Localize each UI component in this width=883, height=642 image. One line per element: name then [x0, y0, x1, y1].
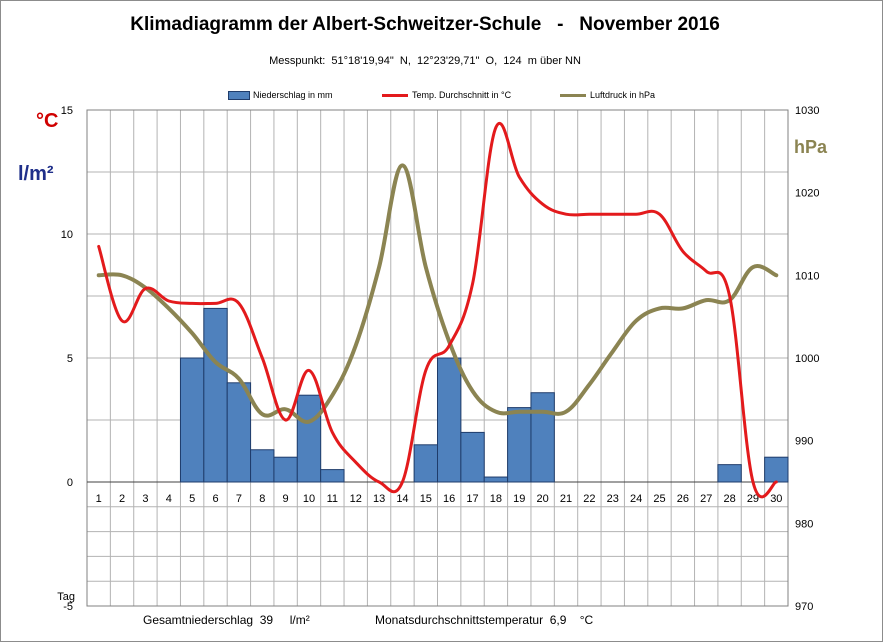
precipitation-bar: [179, 357, 205, 483]
x-tick-label: 3: [142, 493, 148, 505]
precipitation-bar: [437, 357, 462, 483]
x-tick-label: 25: [653, 493, 665, 505]
legend-item-temperature: Temp. Durchschnitt in °C: [382, 90, 511, 100]
precipitation-bar: [483, 476, 509, 483]
x-tick-label: 1: [96, 493, 102, 505]
plot-area-border: [86, 109, 789, 607]
x-tick-label: 21: [560, 493, 572, 505]
total-precipitation: Gesamtniederschlag 39 l/m²: [143, 613, 310, 627]
y-left-tick-label: 0: [67, 477, 73, 489]
y-right-tick-label: 970: [795, 601, 813, 613]
y-right-tick-label: 1020: [795, 188, 819, 200]
precipitation-bar: [250, 449, 275, 483]
x-tick-label: 24: [630, 493, 642, 505]
x-tick-label: 9: [283, 493, 289, 505]
x-tick-label: 26: [677, 493, 689, 505]
x-axis-label: Tag: [57, 591, 75, 603]
x-tick-label: 14: [396, 493, 408, 505]
x-tick-label: 15: [420, 493, 432, 505]
x-tick-label: 12: [350, 493, 362, 505]
x-tick-label: 23: [607, 493, 619, 505]
x-tick-label: 10: [303, 493, 315, 505]
x-tick-label: 19: [513, 493, 525, 505]
precipitation-bar: [460, 431, 485, 483]
left-axis-unit-temperature: °C: [36, 110, 59, 132]
x-tick-label: 29: [747, 493, 759, 505]
x-tick-label: 17: [466, 493, 478, 505]
x-tick-label: 4: [166, 493, 172, 505]
precipitation-bar: [203, 307, 228, 483]
x-tick-label: 8: [259, 493, 265, 505]
x-tick-label: 20: [537, 493, 549, 505]
y-right-tick-label: 1030: [795, 105, 819, 117]
legend-swatch-pressure: [560, 93, 586, 97]
y-left-tick-label: 10: [61, 229, 73, 241]
precipitation-bar: [320, 469, 345, 483]
x-tick-label: 2: [119, 493, 125, 505]
monthly-mean-temperature: Monatsdurchschnittstemperatur 6,9 °C: [375, 613, 594, 627]
x-tick-label: 18: [490, 493, 502, 505]
precipitation-bar: [296, 394, 322, 483]
precipitation-bar: [764, 456, 789, 483]
legend-swatch-precipitation: [228, 90, 250, 100]
x-tick-label: 6: [212, 493, 218, 505]
y-right-tick-label: 990: [795, 436, 813, 448]
precipitation-bar: [273, 456, 298, 483]
y-right-tick-label: 1010: [795, 270, 819, 282]
y-right-tick-label: 1000: [795, 353, 819, 365]
precipitation-bar: [717, 464, 742, 483]
y-right-tick-label: 980: [795, 518, 813, 530]
legend-swatch-temperature: [382, 93, 408, 97]
legend-item-precipitation: Niederschlag in mm: [228, 90, 333, 100]
x-tick-label: 27: [700, 493, 712, 505]
x-tick-label: 7: [236, 493, 242, 505]
legend-label-temperature: Temp. Durchschnitt in °C: [412, 90, 512, 100]
x-tick-label: 13: [373, 493, 385, 505]
x-tick-label: 16: [443, 493, 455, 505]
temperature-line: [97, 122, 778, 499]
chart-title: Klimadiagramm der Albert-Schweitzer-Schu…: [130, 14, 720, 35]
legend-item-pressure: Luftdruck in hPa: [560, 90, 655, 100]
precipitation-bar: [226, 382, 252, 483]
x-tick-label: 28: [723, 493, 735, 505]
x-tick-label: 30: [770, 493, 782, 505]
x-tick-label: 22: [583, 493, 595, 505]
right-axis-unit-pressure: hPa: [794, 137, 828, 157]
left-axis-unit-precipitation: l/m²: [18, 163, 54, 185]
precipitation-bar: [413, 444, 438, 483]
precipitation-bar: [530, 392, 555, 483]
precipitation-bar: [507, 407, 532, 483]
y-left-tick-label: 5: [67, 353, 73, 365]
x-tick-label: 5: [189, 493, 195, 505]
legend-label-precipitation: Niederschlag in mm: [253, 90, 333, 100]
x-tick-label: 11: [327, 493, 338, 505]
legend-label-pressure: Luftdruck in hPa: [590, 90, 656, 100]
chart-subtitle: Messpunkt: 51°18'19,94" N, 12°23'29,71" …: [269, 55, 581, 67]
pressure-line: [96, 163, 779, 424]
y-left-tick-label: 15: [61, 105, 73, 117]
y-left-tick-label: -5: [63, 601, 73, 613]
